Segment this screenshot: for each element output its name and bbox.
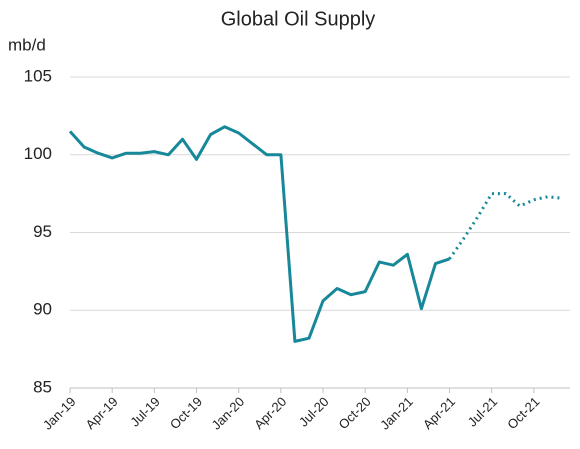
y-tick-label: 85 (33, 377, 52, 396)
x-tick-label: Jul-20 (296, 394, 332, 430)
y-tick-label: 105 (24, 66, 52, 85)
x-tick-label: Apr-19 (83, 394, 121, 432)
x-tick-label: Apr-21 (420, 394, 458, 432)
x-tick-label: Oct-19 (167, 394, 205, 432)
x-tick-label: Apr-20 (251, 394, 289, 432)
x-tick-label: Oct-20 (336, 394, 374, 432)
chart-title: Global Oil Supply (221, 8, 376, 30)
x-tick-label: Jan-20 (209, 394, 248, 433)
data-line (448, 192, 563, 260)
y-tick-label: 90 (33, 300, 52, 319)
x-tick-label: Jul-19 (127, 394, 163, 430)
data-line (68, 125, 450, 343)
x-tick-label: Oct-21 (504, 394, 542, 432)
y-tick-label: 100 (24, 144, 52, 163)
y-axis-label: mb/d (8, 35, 46, 54)
x-tick-label: Jan-19 (40, 394, 79, 433)
x-tick-label: Jul-21 (465, 394, 501, 430)
y-tick-label: 95 (33, 222, 52, 241)
x-tick-label: Jan-21 (377, 394, 416, 433)
